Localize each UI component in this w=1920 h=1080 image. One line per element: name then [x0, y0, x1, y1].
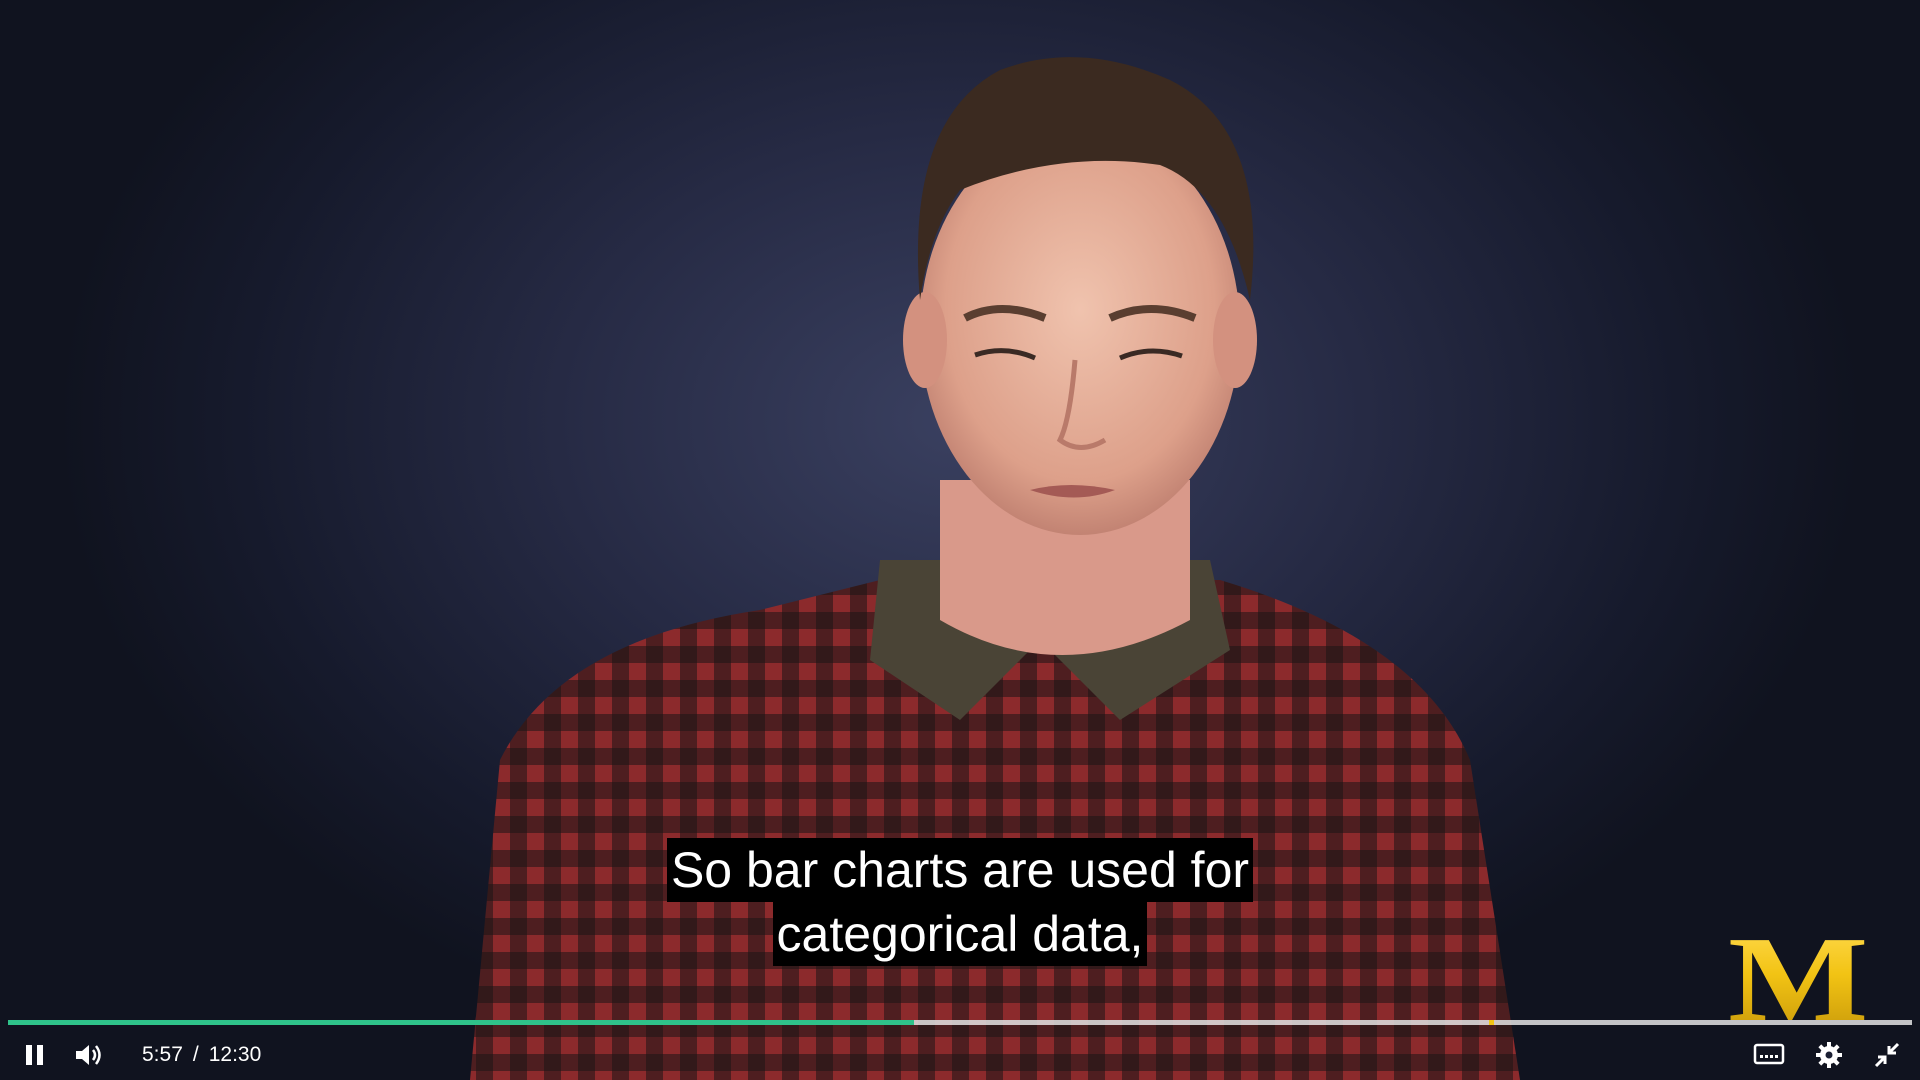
- progress-bar[interactable]: [8, 1020, 1912, 1025]
- exit-fullscreen-icon: [1874, 1042, 1900, 1068]
- volume-button[interactable]: [72, 1030, 108, 1080]
- progress-played: [8, 1020, 915, 1025]
- captions-icon: [1753, 1043, 1785, 1065]
- caption-line-1: So bar charts are used for: [666, 838, 1254, 902]
- settings-button[interactable]: [1812, 1030, 1846, 1080]
- time-display: 5:57 / 12:30: [142, 1030, 261, 1080]
- control-bar: 5:57 / 12:30: [0, 1030, 1920, 1080]
- duration: 12:30: [208, 1043, 262, 1066]
- caption-overlay: So bar charts are used for categorical d…: [0, 838, 1920, 966]
- volume-icon: [76, 1045, 101, 1065]
- time-separator: /: [192, 1043, 199, 1066]
- progress-marker[interactable]: [1489, 1020, 1495, 1025]
- captions-button[interactable]: [1752, 1030, 1786, 1080]
- caption-line-2: categorical data,: [772, 902, 1148, 966]
- pause-button[interactable]: [18, 1030, 52, 1080]
- current-time: 5:57: [142, 1043, 183, 1066]
- exit-fullscreen-button[interactable]: [1870, 1030, 1904, 1080]
- gear-icon: [1816, 1042, 1842, 1068]
- university-logo: M: [1728, 912, 1868, 1047]
- pause-icon: [26, 1045, 43, 1065]
